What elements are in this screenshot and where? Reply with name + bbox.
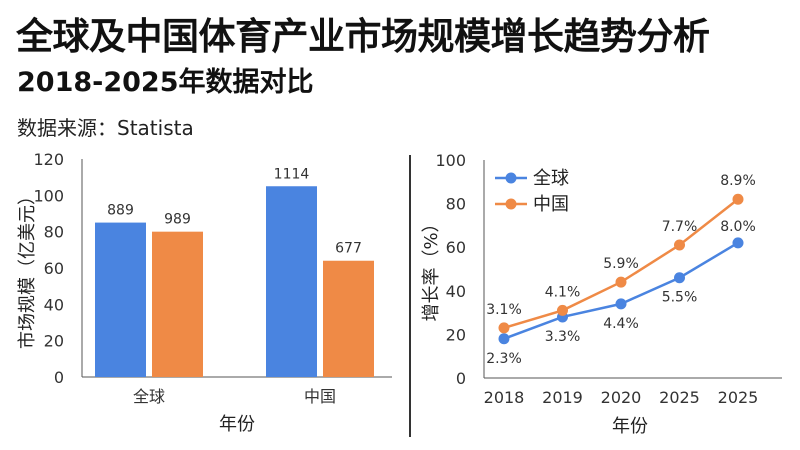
data-point	[732, 193, 744, 205]
y-tick-label: 100	[435, 151, 466, 170]
bar-value-label: 677	[335, 241, 362, 257]
data-point	[674, 239, 685, 251]
y-tick-label: 20	[44, 332, 64, 351]
data-label: 4.4%	[603, 316, 639, 332]
bar	[266, 186, 317, 377]
bar	[323, 260, 374, 377]
data-point	[674, 272, 685, 284]
x-tick-label: 2025	[718, 388, 759, 407]
data-point	[557, 304, 568, 316]
x-tick-label: 2018	[484, 388, 525, 407]
data-point	[498, 322, 510, 334]
bar	[152, 231, 203, 377]
data-label: 7.7%	[662, 219, 698, 235]
y-tick-label: 60	[44, 259, 64, 278]
y-tick-label: 20	[446, 325, 466, 344]
page-subtitle: 2018-2025年数据对比	[17, 67, 314, 98]
x-tick-label: 2020	[601, 388, 642, 407]
page-title: 全球及中国体育产业市场规模增长趋势分析	[16, 15, 710, 58]
bar	[95, 222, 146, 377]
y-tick-label: 40	[446, 282, 466, 301]
legend-label: 全球	[533, 168, 569, 189]
data-point	[615, 276, 627, 288]
x-axis-title: 年份	[219, 414, 255, 435]
y-tick-label: 80	[44, 223, 64, 242]
y-tick-label: 80	[446, 195, 466, 214]
data-source: 数据来源：Statista	[17, 116, 194, 140]
x-tick-label: 全球	[133, 387, 165, 406]
data-label: 3.1%	[486, 302, 522, 318]
y-tick-label: 100	[33, 186, 64, 205]
y-tick-label: 60	[446, 238, 466, 257]
data-label: 3.3%	[545, 329, 581, 345]
x-tick-label: 2025	[659, 388, 700, 407]
x-axis-title: 年份	[612, 416, 648, 437]
data-point	[732, 237, 744, 249]
legend-label: 中国	[533, 194, 569, 215]
data-label: 4.1%	[545, 284, 581, 300]
bar-value-label: 989	[164, 212, 191, 228]
y-tick-label: 0	[456, 369, 466, 388]
bar-value-label: 889	[107, 203, 134, 219]
y-axis-title: 市场规模（亿美元）	[17, 187, 38, 349]
bar-value-label: 1114	[274, 166, 310, 182]
data-label: 8.0%	[720, 219, 756, 235]
chart-divider	[409, 155, 411, 437]
data-label: 5.9%	[603, 256, 639, 272]
legend-marker	[505, 172, 517, 184]
data-label: 5.5%	[662, 290, 698, 306]
y-tick-label: 0	[54, 368, 64, 387]
legend-marker	[505, 198, 517, 210]
y-axis-title: 增长率（%）	[421, 214, 442, 321]
y-tick-label: 40	[44, 295, 64, 314]
data-point	[615, 298, 627, 310]
data-label: 2.3%	[486, 351, 522, 367]
data-label: 8.9%	[720, 173, 756, 189]
x-tick-label: 2019	[542, 388, 583, 407]
x-tick-label: 中国	[304, 387, 336, 406]
y-tick-label: 120	[33, 150, 64, 169]
data-point	[498, 333, 510, 345]
